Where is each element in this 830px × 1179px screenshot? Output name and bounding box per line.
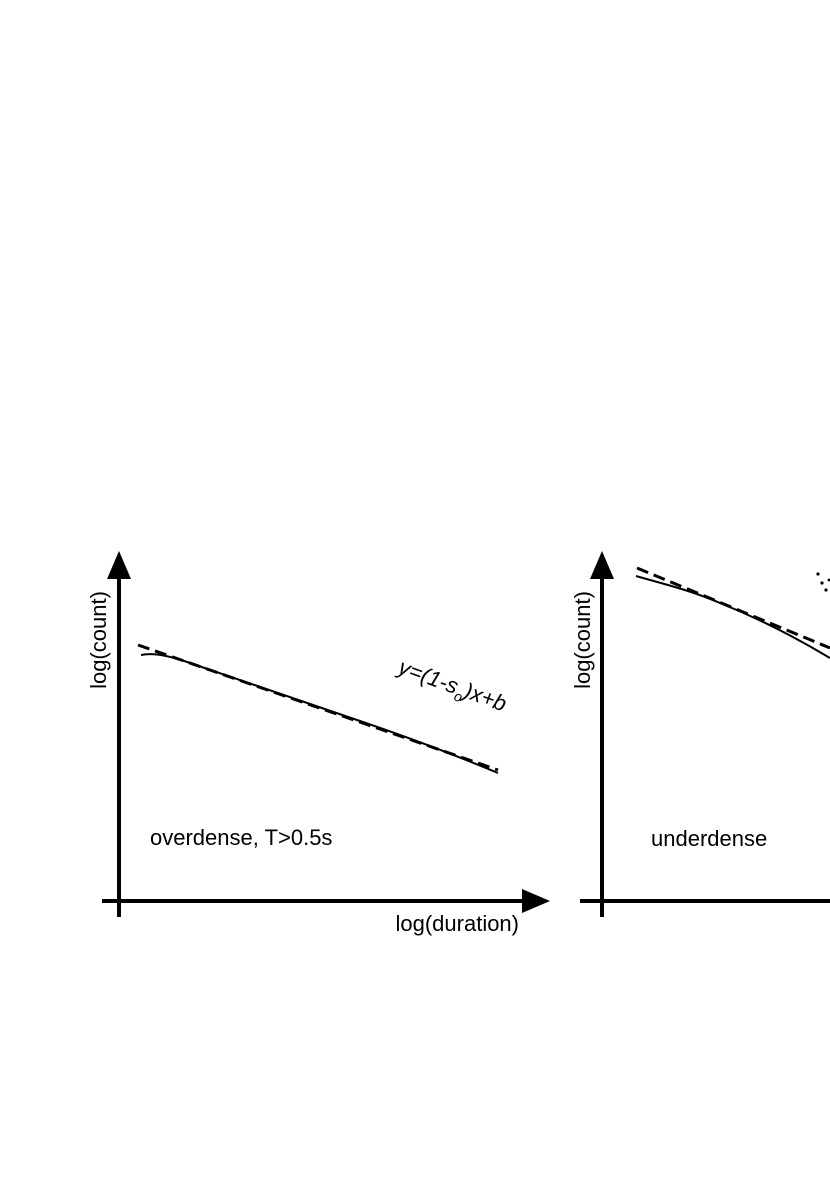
annotation-right: underdense — [651, 826, 767, 851]
svg-text:y=(1-so)x+b: y=(1-so)x+b — [392, 654, 510, 721]
x-axis-arrowhead-left — [522, 889, 550, 913]
power-law-fit-left — [137, 643, 499, 772]
annotation-left: overdense, T>0.5s — [150, 825, 332, 850]
partial-dotted-marks-right — [816, 572, 830, 592]
fit-formula-prefix: y=(1-s — [393, 654, 461, 699]
data-curve-right — [635, 575, 830, 659]
y-axis-arrowhead-right — [590, 551, 614, 579]
panel-right: log(count) underdense — [570, 551, 830, 917]
panel-left: log(count) log(duration) y=(1-so)x+b ove… — [86, 551, 550, 936]
y-axis-label-right: log(count) — [570, 591, 595, 689]
y-axis-label-left: log(count) — [86, 591, 111, 689]
fit-formula-left: y=(1-so)x+b — [392, 654, 510, 721]
fit-formula-suffix: )x+b — [458, 677, 510, 716]
x-axis-label-left: log(duration) — [395, 911, 519, 936]
y-axis-arrowhead-left — [107, 551, 131, 579]
